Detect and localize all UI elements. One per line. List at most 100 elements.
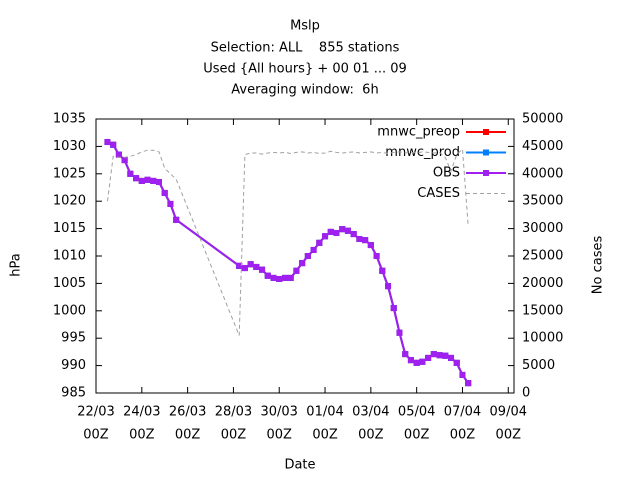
y2-tick-label: 0 [522, 386, 530, 401]
data-point [121, 157, 128, 164]
data-point [241, 265, 248, 272]
x-tick-label: 00Z [450, 428, 476, 443]
data-point [150, 177, 157, 184]
data-point [385, 283, 392, 290]
x-tick-label: 00Z [83, 428, 109, 443]
y2-axis-label: No cases [591, 236, 606, 295]
data-point [459, 371, 466, 378]
chart-subtitle: Averaging window: 6h [231, 83, 378, 98]
data-point [281, 274, 288, 281]
y2-tick-label: 30000 [522, 221, 563, 236]
x-tick-label: 28/03 [215, 405, 252, 420]
data-point [299, 260, 306, 267]
y-tick-label: 1030 [53, 139, 86, 154]
y2-tick-label: 5000 [522, 358, 555, 373]
x-tick-label: 00Z [129, 428, 155, 443]
legend-label: mnwc_preop [377, 125, 460, 140]
y2-tick-label: 35000 [522, 194, 563, 209]
data-point [407, 357, 414, 364]
x-tick-label: 22/03 [77, 405, 114, 420]
x-tick-label: 24/03 [123, 405, 160, 420]
data-point [367, 242, 374, 249]
y2-tick-label: 25000 [522, 249, 563, 264]
data-point [350, 231, 357, 238]
y-tick-label: 990 [61, 358, 86, 373]
y2-tick-label: 10000 [522, 331, 563, 346]
x-tick-label: 00Z [496, 428, 522, 443]
data-point [115, 151, 122, 158]
data-point [287, 274, 294, 281]
legend-label: mnwc_prod [385, 145, 460, 160]
legend-marker [483, 149, 489, 156]
data-point [236, 262, 243, 269]
x-tick-label: 00Z [404, 428, 430, 443]
data-point [419, 358, 426, 365]
legend-label: CASES [417, 186, 460, 201]
legend-marker [483, 129, 489, 135]
x-tick-label: 00Z [312, 428, 338, 443]
data-point [304, 253, 311, 259]
y-tick-label: 985 [61, 386, 86, 401]
data-point [270, 274, 277, 281]
data-point [259, 266, 266, 273]
data-point [333, 229, 340, 236]
y2-tick-label: 40000 [522, 166, 563, 181]
data-point [396, 329, 403, 336]
chart-subtitle: Selection: ALL 855 stations [211, 41, 400, 56]
y-tick-label: 1025 [53, 166, 86, 181]
data-point [344, 227, 351, 234]
x-tick-label: 30/03 [260, 405, 297, 420]
data-point [316, 239, 323, 246]
data-point [442, 352, 449, 359]
y-tick-label: 1000 [53, 303, 86, 318]
x-axis-label: Date [284, 458, 315, 473]
x-tick-label: 05/04 [398, 405, 435, 420]
y2-tick-label: 15000 [522, 303, 563, 318]
x-tick-label: 00Z [175, 428, 201, 443]
x-tick-label: 07/04 [444, 405, 481, 420]
data-point [138, 177, 145, 184]
data-point [127, 170, 134, 177]
data-point [327, 228, 334, 235]
data-point [425, 354, 432, 361]
y2-tick-label: 45000 [522, 139, 563, 154]
data-point [379, 267, 386, 274]
data-point [247, 261, 254, 268]
data-point [133, 175, 140, 182]
y2-tick-label: 50000 [522, 112, 563, 127]
data-point [339, 226, 346, 233]
series-line [107, 141, 470, 384]
x-tick-label: 00Z [221, 428, 247, 443]
data-point [161, 189, 168, 196]
data-point [436, 352, 443, 359]
y-tick-label: 1035 [53, 112, 86, 127]
data-point [465, 380, 472, 387]
chart-subtitle: Used {All hours} + 00 01 ... 09 [203, 62, 407, 77]
data-point [310, 246, 317, 253]
x-tick-label: 03/04 [352, 405, 389, 420]
series-line [107, 148, 469, 336]
data-point [264, 272, 271, 279]
data-point [104, 139, 111, 146]
data-point [167, 200, 174, 207]
chart-title: Mslp [290, 19, 320, 34]
data-point [276, 276, 283, 283]
data-point [155, 179, 162, 186]
data-point [173, 216, 180, 223]
data-point [322, 233, 329, 240]
series-line [107, 141, 470, 384]
data-point [448, 354, 455, 361]
data-point [293, 267, 300, 274]
data-point [413, 359, 420, 366]
data-point [390, 305, 397, 312]
data-point [110, 141, 117, 148]
data-point [356, 236, 363, 243]
data-point [430, 351, 437, 358]
data-point [453, 359, 460, 366]
y-tick-label: 1020 [53, 194, 86, 209]
x-tick-label: 26/03 [169, 405, 206, 420]
x-tick-label: 01/04 [306, 405, 343, 420]
data-point [402, 351, 409, 358]
